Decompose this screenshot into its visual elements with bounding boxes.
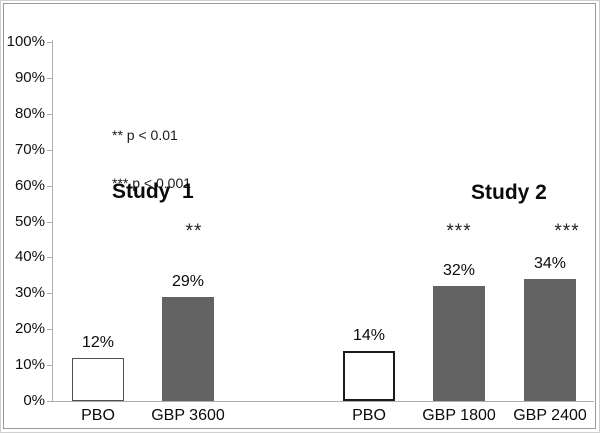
y-tick: [47, 78, 52, 79]
bar-pbo: [72, 358, 124, 401]
bar-value-label: 14%: [352, 327, 386, 344]
significance-marker: **: [185, 221, 203, 242]
bar-value-label: 12%: [81, 334, 115, 351]
bar-gbp-2400: [524, 279, 576, 401]
y-tick-label: 80%: [14, 105, 45, 122]
y-tick-label: 50%: [14, 213, 45, 230]
bar-value-label: 29%: [171, 273, 205, 290]
significance-marker: ***: [446, 221, 472, 242]
y-tick: [47, 329, 52, 330]
y-tick: [47, 401, 52, 402]
y-tick: [47, 186, 52, 187]
y-axis-line: [52, 40, 53, 402]
y-tick-label: 100%: [6, 33, 45, 50]
y-tick-label: 30%: [14, 284, 45, 301]
y-tick-label: 40%: [14, 248, 45, 265]
x-category-label: PBO: [352, 407, 386, 424]
chart-frame-border: [3, 3, 596, 429]
y-tick: [47, 150, 52, 151]
y-tick-label: 70%: [14, 141, 45, 158]
y-tick-label: 90%: [14, 69, 45, 86]
y-tick: [47, 114, 52, 115]
y-tick-label: 10%: [14, 356, 45, 373]
legend-line-p01: ** p < 0.01: [112, 127, 178, 143]
y-tick: [47, 42, 52, 43]
group-title-study-2: Study 2: [471, 181, 547, 204]
y-tick: [47, 222, 52, 223]
y-tick: [47, 257, 52, 258]
significance-legend: ** p < 0.01 *** p < 0.001: [112, 95, 191, 223]
y-tick: [47, 365, 52, 366]
bar-pbo: [343, 351, 395, 401]
bar-gbp-3600: [162, 297, 214, 401]
bar-value-label: 34%: [533, 255, 567, 272]
legend-line-p001: *** p < 0.001: [112, 175, 192, 191]
y-tick: [47, 293, 52, 294]
x-category-label: PBO: [81, 407, 115, 424]
y-tick-label: 20%: [14, 320, 45, 337]
y-tick-label: 60%: [14, 177, 45, 194]
x-axis-baseline: [52, 401, 594, 402]
bar-gbp-1800: [433, 286, 485, 401]
x-category-label: GBP 3600: [151, 407, 225, 424]
bar-value-label: 32%: [442, 262, 476, 279]
group-title-study-1: Study 1: [112, 180, 194, 203]
x-category-label: GBP 1800: [422, 407, 496, 424]
x-category-label: GBP 2400: [513, 407, 587, 424]
significance-marker: ***: [554, 221, 580, 242]
y-tick-label: 0%: [23, 392, 45, 409]
